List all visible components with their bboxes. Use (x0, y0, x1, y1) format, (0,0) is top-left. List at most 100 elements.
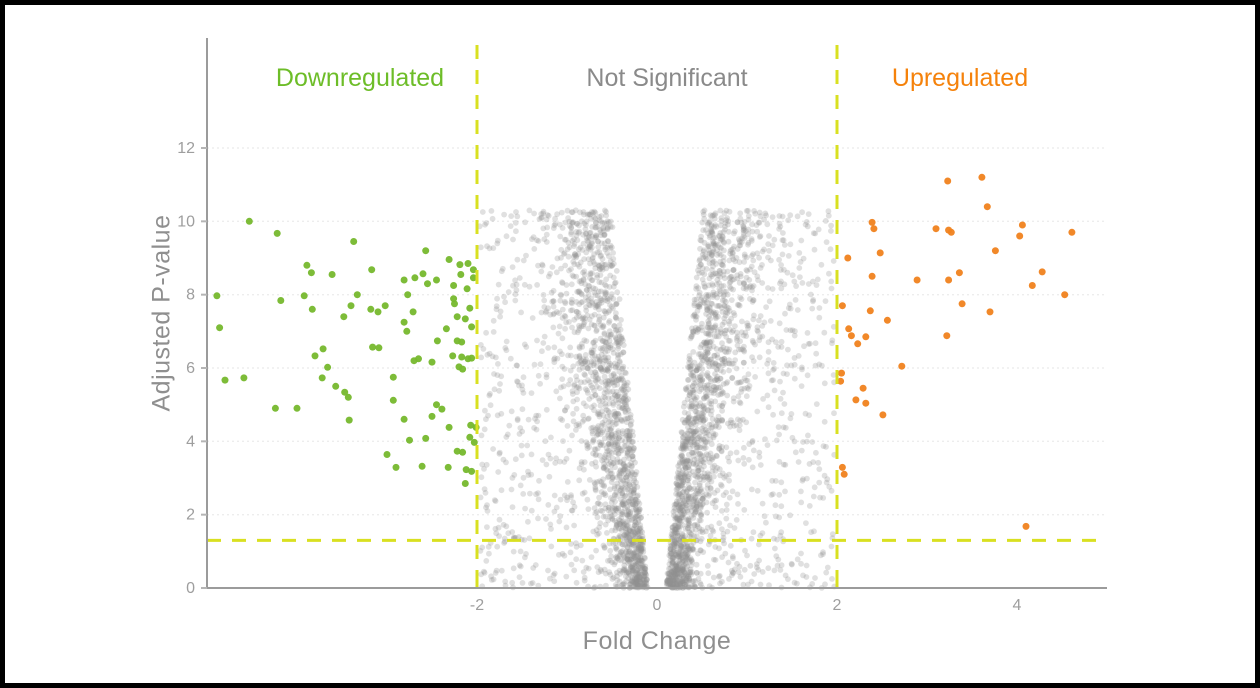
data-point (691, 359, 698, 366)
data-point (603, 265, 610, 272)
data-point (687, 441, 694, 448)
data-point (597, 442, 604, 449)
data-point (787, 305, 794, 312)
data-point (766, 233, 772, 239)
data-point (830, 323, 837, 330)
data-point (685, 418, 692, 425)
data-point (706, 218, 713, 225)
data-point (641, 572, 647, 579)
data-point (692, 415, 698, 422)
data-point (603, 276, 610, 283)
data-point (749, 284, 755, 291)
data-point (783, 327, 790, 333)
data-point (709, 249, 716, 256)
data-point (690, 369, 696, 376)
data-point (812, 230, 819, 237)
data-point (741, 280, 747, 287)
data-point (714, 294, 720, 301)
data-point (579, 418, 586, 425)
data-point (803, 520, 809, 526)
data-point (773, 339, 779, 346)
data-point (705, 407, 711, 414)
data-point (749, 228, 756, 235)
data-point (638, 545, 645, 551)
data-point (624, 452, 631, 459)
data-point (824, 476, 831, 483)
data-point (676, 475, 682, 482)
data-point (777, 532, 784, 539)
data-point (700, 247, 707, 254)
data-point (604, 238, 611, 245)
data-point (596, 524, 603, 531)
data-point (734, 380, 740, 386)
data-point (627, 580, 634, 587)
data-point (706, 363, 713, 370)
data-point (614, 440, 621, 447)
data-point (606, 381, 612, 388)
data-point (684, 543, 690, 550)
data-point (612, 433, 619, 440)
data-point (712, 387, 719, 393)
data-point (517, 482, 524, 489)
data-point (701, 384, 707, 391)
data-point (625, 538, 631, 545)
data-point (670, 580, 677, 587)
data-point (720, 254, 727, 260)
data-point (701, 470, 708, 477)
data-point (638, 547, 645, 554)
data-point (699, 219, 706, 226)
data-point (717, 273, 724, 280)
data-point (458, 353, 466, 361)
data-point (668, 550, 675, 557)
data-point (597, 427, 603, 434)
data-point (717, 375, 724, 382)
data-point (620, 520, 627, 527)
data-point (741, 259, 747, 265)
data-point (528, 471, 535, 478)
data-point (560, 438, 566, 444)
data-point (691, 498, 698, 504)
data-point (594, 356, 601, 362)
data-point (571, 261, 578, 268)
data-point (710, 258, 717, 265)
data-point (580, 360, 587, 367)
data-point (637, 546, 644, 553)
data-point (714, 247, 720, 254)
data-point (714, 252, 721, 258)
data-point (726, 308, 733, 314)
data-point (606, 319, 612, 326)
data-point (635, 527, 641, 534)
data-point (626, 489, 632, 496)
data-point (616, 375, 623, 382)
data-point (709, 229, 716, 236)
data-point (706, 234, 713, 241)
data-point (628, 460, 634, 467)
data-point (683, 566, 690, 573)
data-point (729, 329, 735, 335)
data-point (754, 408, 761, 415)
data-point (593, 378, 599, 385)
data-point (606, 284, 613, 290)
data-point (589, 254, 596, 261)
data-point (632, 562, 639, 568)
data-point (708, 387, 715, 394)
data-point (579, 291, 585, 298)
data-point (633, 578, 639, 585)
data-point (711, 292, 718, 298)
data-point (614, 446, 620, 453)
data-point (797, 274, 803, 280)
data-point (712, 222, 719, 228)
data-point (611, 441, 618, 448)
data-point (581, 379, 588, 385)
data-point (604, 377, 611, 384)
data-point (809, 439, 816, 445)
data-point (694, 329, 701, 335)
data-point (762, 436, 768, 442)
data-point (583, 356, 589, 363)
data-point (626, 446, 633, 453)
data-point (632, 559, 639, 565)
data-point (673, 576, 680, 582)
data-point (477, 548, 484, 554)
data-point (694, 403, 700, 410)
data-point (679, 552, 685, 558)
